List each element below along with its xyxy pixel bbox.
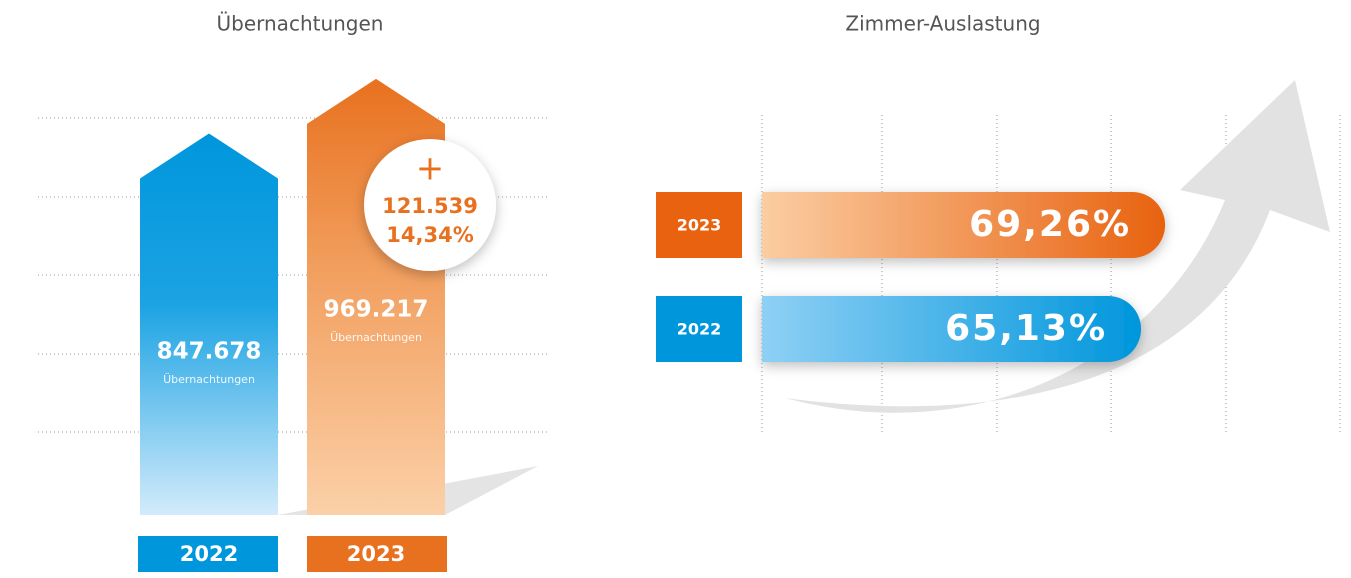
category-label: 2023	[347, 542, 405, 566]
bar	[762, 296, 1142, 362]
value-unit: Übernachtungen	[330, 331, 422, 344]
value-label: 69,26%	[969, 204, 1131, 245]
chart-title: Übernachtungen	[217, 12, 384, 36]
annotation-difference: 121.539	[382, 194, 478, 218]
category-box	[138, 536, 278, 572]
category-label: 2022	[677, 320, 722, 339]
category-label: 2023	[677, 216, 722, 235]
trend-arrow	[785, 80, 1330, 413]
annotation-bubble	[364, 139, 496, 271]
value-unit: Übernachtungen	[163, 373, 255, 386]
annotation-sign: +	[416, 149, 445, 189]
chart-title: Zimmer-Auslastung	[845, 12, 1040, 36]
annotation-percent: 14,34%	[386, 223, 473, 247]
category-box	[307, 536, 447, 572]
category-box	[656, 192, 742, 258]
arrow-bar	[140, 133, 278, 515]
value-label: 969.217	[324, 297, 429, 323]
value-label: 65,13%	[945, 308, 1107, 349]
category-label: 2022	[180, 542, 238, 566]
bar	[762, 192, 1166, 258]
category-box	[656, 296, 742, 362]
value-label: 847.678	[157, 339, 262, 365]
